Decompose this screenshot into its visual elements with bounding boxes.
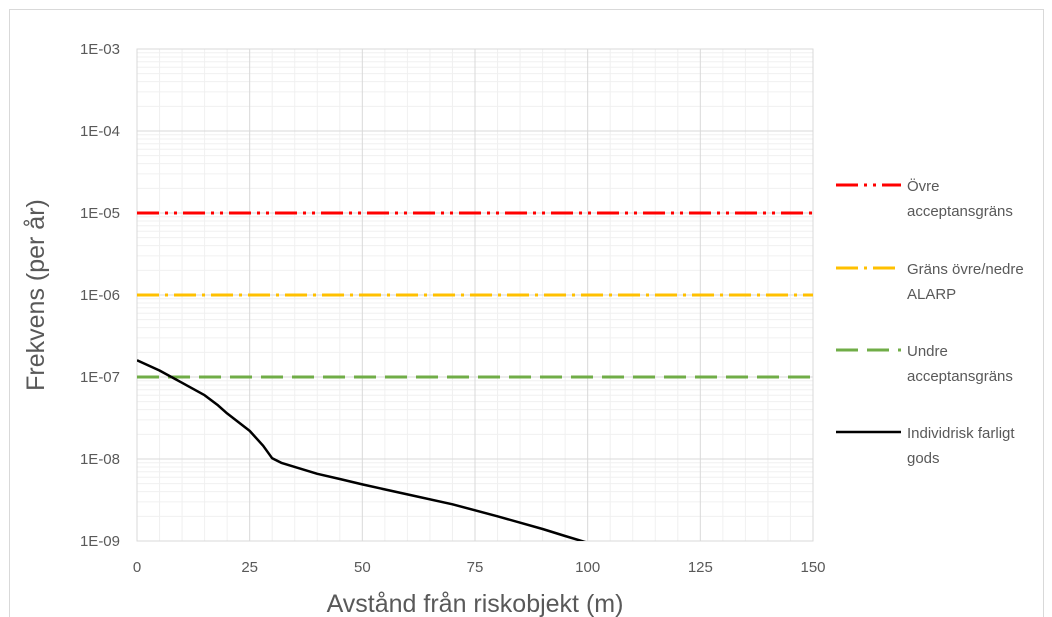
y-tick-label: 1E-03 xyxy=(80,41,120,58)
series-line-3 xyxy=(137,359,587,541)
y-axis-title: Frekvens (per år) xyxy=(22,199,50,391)
legend: Övre acceptansgräns Gräns övre/nedre ALARP U… xyxy=(836,177,1024,467)
x-axis-title: Avstånd från riskobjekt (m) xyxy=(327,590,624,617)
y-tick-label: 1E-06 xyxy=(80,287,120,304)
y-tick-label: 1E-08 xyxy=(80,451,120,468)
y-tick-label: 1E-07 xyxy=(80,369,120,386)
y-tick-label: 1E-05 xyxy=(80,205,120,222)
x-tick-label: 25 xyxy=(241,559,258,576)
y-tick-label: 1E-09 xyxy=(80,533,120,550)
legend-label-2: Undre xyxy=(907,343,948,360)
series-layer xyxy=(137,211,813,541)
legend-label-0: Övre xyxy=(907,177,940,195)
y-tick-labels: 1E-09 1E-08 1E-07 1E-06 1E-05 1E-04 1E-03 xyxy=(80,41,120,550)
x-tick-labels: 0 25 50 75 100 125 150 xyxy=(133,559,826,576)
x-tick-label: 0 xyxy=(133,559,141,576)
y-tick-label: 1E-04 xyxy=(80,123,120,140)
chart-frame xyxy=(9,9,1044,617)
legend-label-0: acceptansgräns xyxy=(907,203,1013,220)
x-tick-label: 150 xyxy=(800,559,825,576)
x-tick-label: 75 xyxy=(467,559,484,576)
legend-label-1: ALARP xyxy=(907,286,956,303)
legend-label-1: Gräns övre/nedre xyxy=(907,261,1024,278)
x-tick-label: 50 xyxy=(354,559,371,576)
legend-label-3: Individrisk farligt xyxy=(907,425,1015,442)
x-tick-label: 125 xyxy=(688,559,713,576)
x-tick-label: 100 xyxy=(575,559,600,576)
legend-label-2: acceptansgräns xyxy=(907,368,1013,385)
legend-label-3: gods xyxy=(907,450,940,467)
